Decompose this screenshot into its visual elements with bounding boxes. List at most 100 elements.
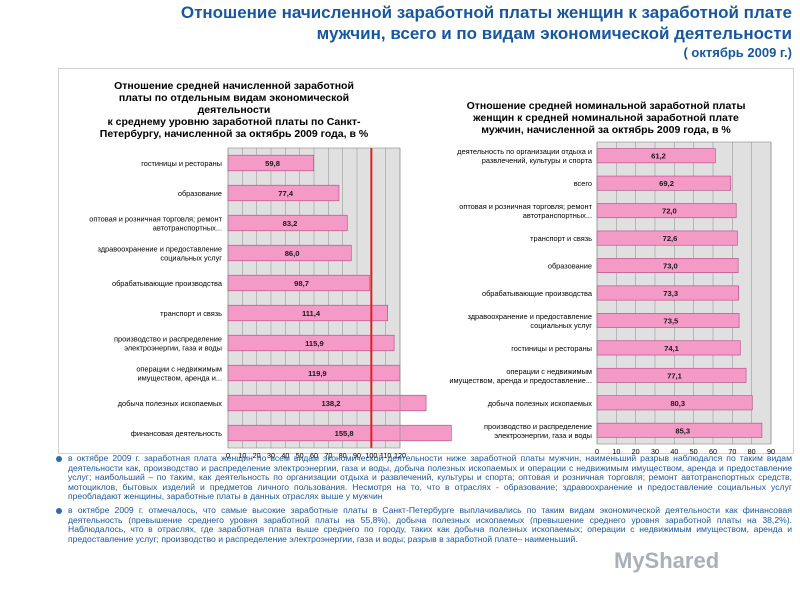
- category-label: обрабатывающие производства: [482, 289, 593, 298]
- x-tick-label: 90: [353, 451, 361, 460]
- x-tick-label: 40: [670, 447, 678, 456]
- data-label: 138,2: [321, 399, 340, 408]
- category-label: гостиницы и рестораны: [511, 344, 592, 353]
- category-label: здравоохранение и предоставление: [468, 312, 593, 321]
- data-label: 80,3: [670, 399, 685, 408]
- chart-title-line: к среднему уровню заработной платы по Са…: [107, 116, 361, 128]
- chart-1-title: Отношение средней начисленной заработной…: [64, 80, 404, 140]
- category-label: операции с недвижимым: [506, 367, 592, 376]
- category-label: автотранспортных...: [523, 211, 592, 220]
- chart-title-line: мужчин, начисленной за октябрь 2009 года…: [481, 124, 731, 136]
- x-tick-label: 70: [324, 451, 332, 460]
- category-label: электроэнергии, газа и воды: [124, 344, 222, 353]
- category-label: имуществом, аренда и предоставление...: [449, 376, 592, 385]
- category-label: добыча полезных ископаемых: [488, 399, 593, 408]
- category-label: гостиницы и рестораны: [141, 159, 222, 168]
- x-tick-label: 20: [632, 447, 640, 456]
- x-tick-label: 20: [253, 451, 261, 460]
- x-tick-label: 0: [595, 447, 599, 456]
- data-label: 85,3: [675, 426, 690, 435]
- category-label: здравоохранение и предоставление: [98, 245, 223, 254]
- x-tick-label: 50: [296, 451, 304, 460]
- chart-title-line: женщин к средней номинальной заработной …: [473, 112, 739, 124]
- x-tick-label: 90: [767, 447, 775, 456]
- x-tick-label: 60: [709, 447, 717, 456]
- watermark-logo: MyShared: [614, 548, 720, 573]
- category-label: финансовая деятельность: [131, 429, 222, 438]
- x-tick-label: 100: [365, 451, 377, 460]
- data-label: 69,2: [659, 179, 674, 188]
- x-tick-label: 30: [267, 451, 275, 460]
- chart-title-line: платы по отдельным видам экономической: [118, 92, 350, 104]
- bullet-icon: [56, 456, 62, 462]
- data-label: 72,0: [662, 207, 677, 216]
- header: Отношение начисленной заработной платы ж…: [0, 0, 800, 66]
- data-label: 77,4: [278, 189, 294, 198]
- category-label: деятельность по организации отдыха и: [457, 147, 592, 156]
- x-tick-label: 80: [339, 451, 347, 460]
- data-label: 111,4: [302, 309, 321, 318]
- x-tick-label: 60: [310, 451, 318, 460]
- category-label: добыча полезных ископаемых: [118, 399, 223, 408]
- x-tick-label: 10: [238, 451, 246, 460]
- category-label: транспорт и связь: [530, 234, 592, 243]
- chart-2-title: Отношение средней номинальной заработной…: [420, 100, 792, 136]
- category-label: производство и распределение: [114, 335, 222, 344]
- category-label: имуществом, аренда и...: [138, 374, 223, 383]
- note-item: в октябре 2009 г. отмечалось, что самые …: [54, 504, 792, 544]
- page-title-line-2: мужчин, всего и по видам экономической д…: [316, 24, 792, 43]
- category-label: операции с недвижимым: [136, 365, 222, 374]
- category-label: оптовая и розничная торговля; ремонт: [89, 215, 222, 224]
- data-label: 72,6: [663, 234, 678, 243]
- note-text: в октябре 2009 г. отмечалось, что самые …: [68, 504, 792, 544]
- note-item: в октябре 2009 г. заработная плата женщи…: [54, 453, 792, 502]
- category-label: образование: [548, 262, 592, 271]
- category-label: автотранспортных...: [153, 224, 222, 233]
- page-subtitle-date: ( октябрь 2009 г.): [683, 45, 792, 60]
- data-label: 86,0: [285, 249, 300, 258]
- x-tick-label: 30: [651, 447, 659, 456]
- chart-title-line: Петербургу, начисленной за октябрь 2009 …: [99, 128, 369, 140]
- data-label: 98,7: [294, 279, 309, 288]
- chart-title-line: деятельности: [197, 104, 271, 116]
- x-tick-label: 50: [690, 447, 698, 456]
- category-label: транспорт и связь: [160, 309, 222, 318]
- chart-title-line: Отношение средней номинальной заработной…: [466, 100, 746, 112]
- x-tick-label: 0: [226, 451, 230, 460]
- data-label: 155,8: [335, 429, 354, 438]
- x-tick-label: 10: [612, 447, 620, 456]
- data-label: 59,8: [265, 159, 280, 168]
- x-tick-label: 40: [281, 451, 289, 460]
- x-tick-label: 120: [394, 451, 406, 460]
- data-label: 115,9: [305, 339, 324, 348]
- category-label: всего: [574, 179, 592, 188]
- data-label: 73,0: [663, 262, 678, 271]
- category-label: производство и распределение: [484, 422, 592, 431]
- note-text: в октябре 2009 г. заработная плата женщи…: [68, 453, 792, 502]
- data-label: 73,5: [664, 316, 680, 325]
- x-tick-label: 80: [748, 447, 756, 456]
- plot-border: [596, 141, 772, 445]
- data-label: 73,3: [663, 289, 678, 298]
- data-label: 83,2: [283, 219, 298, 228]
- category-label: образование: [178, 189, 222, 198]
- data-label: 119,9: [308, 369, 327, 378]
- notes-block: в октябре 2009 г. заработная плата женщи…: [54, 453, 792, 594]
- data-label: 74,1: [664, 344, 680, 353]
- plot-border: [227, 147, 401, 449]
- category-label: оптовая и розничная торговля; ремонт: [459, 202, 592, 211]
- page-title-line-1: Отношение начисленной заработной платы ж…: [180, 3, 792, 22]
- category-label: развлечений, культуры и спорта: [482, 156, 593, 165]
- category-label: социальных услуг: [160, 254, 222, 263]
- chart-title-line: Отношение средней начисленной заработной: [114, 80, 354, 92]
- category-label: социальных услуг: [530, 321, 592, 330]
- x-tick-label: 70: [728, 447, 736, 456]
- category-label: электроэнергии, газа и воды: [494, 431, 592, 440]
- category-label: обрабатывающие производства: [112, 279, 223, 288]
- x-tick-label: 110: [380, 451, 391, 460]
- data-label: 77,1: [667, 371, 683, 380]
- data-label: 61,2: [651, 152, 666, 161]
- bullet-icon: [56, 507, 62, 514]
